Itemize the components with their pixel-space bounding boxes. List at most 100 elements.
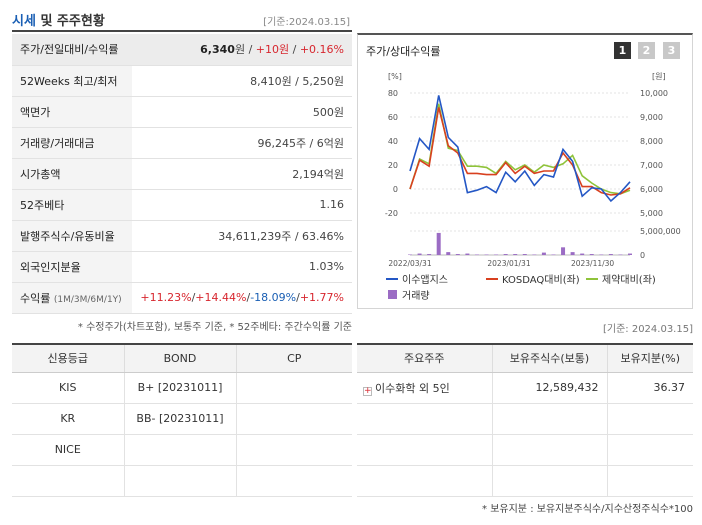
volume-bar bbox=[532, 254, 537, 256]
row-label: 발행주식수/유동비율 bbox=[12, 220, 133, 252]
table-row: 액면가 500원 bbox=[12, 96, 352, 128]
agency-cell: KIS bbox=[12, 372, 125, 404]
right-tick-label: 5,000 bbox=[640, 209, 663, 218]
volume-bar bbox=[599, 254, 604, 256]
left-tick-label: 60 bbox=[388, 113, 398, 122]
row-value: 96,245주 / 6억원 bbox=[132, 127, 352, 159]
row-value: 8,410원 / 5,250원 bbox=[132, 65, 352, 97]
legend-label: 제약대비(좌) bbox=[602, 274, 656, 286]
volume-bar bbox=[474, 254, 479, 256]
table-row bbox=[357, 434, 693, 466]
section-header: 시세 및 주주현황 [기준:2024.03.15] bbox=[12, 8, 352, 32]
left-tick-label: -20 bbox=[385, 209, 398, 218]
section-title: 시세 및 주주현황 bbox=[12, 10, 105, 29]
agency-cell: NICE bbox=[12, 434, 125, 466]
shares-cell bbox=[492, 465, 608, 497]
shareholder-name-cell bbox=[357, 403, 493, 435]
volume-bar bbox=[618, 254, 623, 256]
volume-bar bbox=[522, 254, 527, 255]
volume-bar bbox=[455, 254, 460, 255]
column-header: 보유주식수(보통) bbox=[492, 344, 608, 373]
volume-bar bbox=[628, 253, 632, 255]
cp-cell bbox=[236, 434, 352, 466]
row-label-main: 수익률 bbox=[20, 291, 51, 305]
volume-bar bbox=[465, 253, 470, 255]
separator: / bbox=[289, 43, 300, 57]
row-value: 34,611,239주 / 63.46% bbox=[132, 220, 352, 252]
volume-bar bbox=[570, 252, 575, 255]
separator: / bbox=[245, 43, 256, 57]
volume-bar bbox=[589, 254, 594, 255]
right-tick-label: 9,000 bbox=[640, 113, 663, 122]
credit-rating-table: 신용등급 BOND CP KIS B+ [20231011] KR BB- [202… bbox=[12, 343, 352, 497]
row-label: 시가총액 bbox=[12, 158, 133, 190]
chart-page-3-button[interactable]: 3 bbox=[663, 42, 680, 59]
row-label: 주가/전일대비/수익률 bbox=[12, 34, 133, 66]
price-footnote: * 수정주가(차트포함), 보통주 기준, * 52주베타: 주간수익률 기준 bbox=[77, 322, 352, 333]
row-value: 6,340원 / +10원 / +0.16% bbox=[132, 34, 352, 66]
volume-bar bbox=[551, 254, 556, 256]
table-row bbox=[357, 403, 693, 435]
table-row: 주가/전일대비/수익률 6,340원 / +10원 / +0.16% bbox=[12, 34, 352, 66]
volume-bar bbox=[580, 253, 585, 255]
agency-cell bbox=[12, 465, 125, 497]
current-price: 6,340 bbox=[200, 43, 235, 57]
column-header: BOND bbox=[124, 344, 237, 373]
right-tick-label: 8,000 bbox=[640, 137, 663, 146]
table-row: 수익률 (1M/3M/6M/1Y) +11.23%/+14.44%/-18.09… bbox=[12, 282, 352, 314]
row-value: 1.16 bbox=[132, 189, 352, 221]
cp-cell bbox=[236, 403, 352, 435]
row-value: 500원 bbox=[132, 96, 352, 128]
chart-page-1-button[interactable]: 1 bbox=[614, 42, 631, 59]
price-change: +10원 bbox=[255, 43, 290, 57]
reference-date: [기준:2024.03.15] bbox=[263, 17, 350, 28]
price-change-rate: +0.16% bbox=[299, 43, 344, 57]
chart-page-2-button[interactable]: 2 bbox=[638, 42, 655, 59]
pct-cell: 36.37 bbox=[607, 372, 693, 404]
column-header: 보유지분(%) bbox=[607, 344, 693, 373]
bond-cell bbox=[124, 465, 237, 497]
column-header: 신용등급 bbox=[12, 344, 125, 373]
table-row: + 이수화학 외 5인 12,589,432 36.37 bbox=[357, 372, 693, 404]
table-row: 발행주식수/유동비율 34,611,239주 / 63.46% bbox=[12, 220, 352, 252]
shareholder-name-cell bbox=[357, 465, 493, 497]
volume-bar bbox=[541, 252, 546, 255]
return-6m: -18.09% bbox=[250, 291, 297, 304]
right-tick-label: 7,000 bbox=[640, 161, 663, 170]
shareholder-name-cell[interactable]: + 이수화학 외 5인 bbox=[357, 372, 493, 404]
row-label: 52Weeks 최고/최저 bbox=[12, 65, 133, 97]
x-tick-label: 2022/03/31 bbox=[388, 259, 431, 268]
row-value: 2,194억원 bbox=[132, 158, 352, 190]
bond-cell: B+ [20231011] bbox=[124, 372, 237, 404]
section-title-sub: 및 주주현황 bbox=[35, 14, 105, 29]
row-label: 수익률 (1M/3M/6M/1Y) bbox=[12, 282, 133, 314]
cp-cell bbox=[236, 372, 352, 404]
shareholder-table: 주요주주 보유주식수(보통) 보유지분(%) + 이수화학 외 5인 12,589… bbox=[357, 343, 693, 497]
table-row: KIS B+ [20231011] bbox=[12, 372, 352, 404]
row-label: 52주베타 bbox=[12, 189, 133, 221]
bond-cell bbox=[124, 434, 237, 466]
table-row: 외국인지분율 1.03% bbox=[12, 251, 352, 283]
return-1m: +11.23% bbox=[140, 291, 192, 304]
shares-cell bbox=[492, 403, 608, 435]
volume-bar bbox=[494, 254, 499, 256]
expand-plus-icon[interactable]: + bbox=[363, 385, 372, 396]
table-row bbox=[12, 465, 352, 497]
section-title-main: 시세 bbox=[12, 14, 36, 29]
return-3m: +14.44% bbox=[195, 291, 247, 304]
volume-bar bbox=[417, 253, 422, 255]
return-1y: +1.77% bbox=[299, 291, 344, 304]
separator: / bbox=[191, 291, 196, 304]
table-row bbox=[357, 465, 693, 497]
shareholder-footnote: * 보유지분 : 보유지분주식수/지수산정주식수*100 bbox=[482, 504, 693, 515]
pct-cell bbox=[607, 465, 693, 497]
volume-bar bbox=[503, 254, 508, 255]
volume-bar bbox=[513, 254, 518, 255]
left-tick-label: 20 bbox=[388, 161, 398, 170]
volume-bar bbox=[427, 254, 432, 255]
table-row: 52Weeks 최고/최저 8,410원 / 5,250원 bbox=[12, 65, 352, 97]
legend-label: 이수앱지스 bbox=[402, 274, 448, 286]
row-label: 외국인지분율 bbox=[12, 251, 133, 283]
left-tick-label: 0 bbox=[393, 185, 398, 194]
shareholder-name: 이수화학 외 5인 bbox=[375, 381, 450, 395]
